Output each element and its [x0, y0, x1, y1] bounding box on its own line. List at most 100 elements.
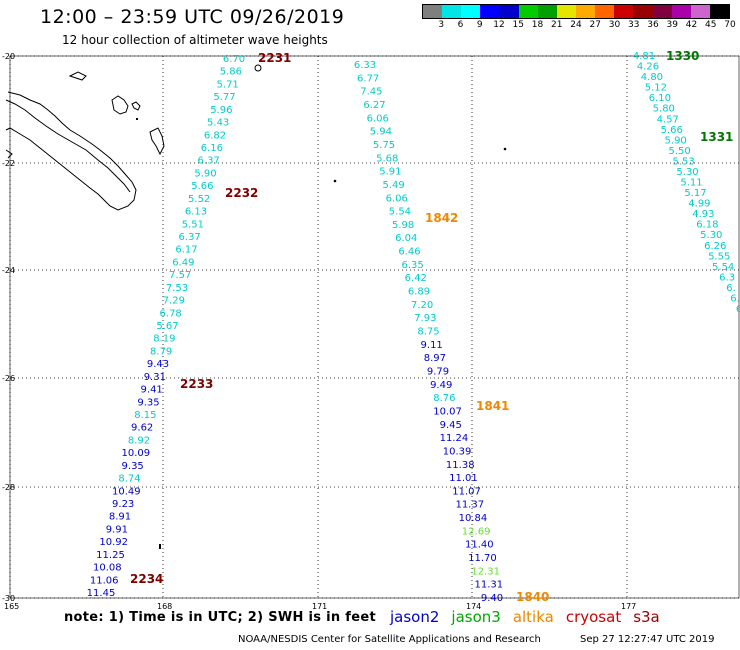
- scale-swatch: [537, 5, 557, 18]
- wave-height-value: 6.3: [719, 272, 735, 283]
- map-grid: [9, 55, 740, 599]
- scale-label: 30: [608, 20, 621, 30]
- wave-height-value: 5.98: [392, 220, 414, 231]
- scale-swatch: [499, 5, 519, 18]
- wave-height-value: 5.51: [182, 219, 204, 230]
- wave-height-value: 8.74: [118, 474, 140, 485]
- wave-height-value: 5.30: [700, 230, 722, 241]
- wave-height-value: 9.11: [421, 340, 443, 351]
- wave-height-value: 6.46: [398, 247, 420, 258]
- pass-time-label: 1330: [666, 49, 699, 63]
- coastline: [5, 64, 262, 211]
- scale-label: 42: [685, 20, 698, 30]
- wave-height-value: 4.81: [633, 51, 655, 62]
- wave-height-value: 6.: [726, 283, 736, 294]
- wave-height-value: 7.93: [414, 313, 436, 324]
- wave-height-value: 10.84: [459, 513, 488, 524]
- wave-height-value: 5.75: [373, 140, 395, 151]
- scale-swatch: [556, 5, 576, 18]
- wave-height-value: 6.17: [175, 245, 197, 256]
- wave-height-value: 8.19: [153, 334, 175, 345]
- scale-label: 9: [476, 20, 483, 30]
- wave-height-value: 12.69: [462, 526, 491, 537]
- wave-height-value: 11.25: [96, 550, 125, 561]
- wave-height-value: 6: [736, 304, 740, 315]
- wave-height-value: 5.11: [680, 178, 702, 189]
- wave-height-value: 11.38: [446, 460, 475, 471]
- wave-height-value: 5.91: [379, 167, 401, 178]
- wave-height-value: 9.23: [112, 499, 134, 510]
- pass-time-label: 1841: [476, 399, 509, 413]
- footer-credit: NOAA/NESDIS Center for Satellite Applica…: [238, 634, 541, 645]
- wave-height-value: 6.78: [160, 308, 182, 319]
- note-text: note: 1) Time is in UTC; 2) SWH is in fe…: [64, 610, 376, 625]
- wave-height-value: 9.62: [131, 423, 153, 434]
- wave-height-value: 6.33: [354, 60, 376, 71]
- wave-height-value: 11.37: [455, 500, 484, 511]
- wave-height-value: 6.26: [704, 241, 726, 252]
- wave-height-value: 8.91: [109, 512, 131, 523]
- wave-height-value: 8.92: [128, 435, 150, 446]
- wave-height-value: 6.: [730, 293, 740, 304]
- lon-label: 177: [621, 602, 636, 611]
- pass-time-label: 2234: [130, 572, 163, 586]
- wave-height-value: 5.49: [382, 180, 404, 191]
- wave-height-value: 7.20: [411, 300, 433, 311]
- map-title: 12:00 – 23:59 UTC 09/26/2019: [40, 6, 345, 28]
- scale-swatch: [461, 5, 481, 18]
- scale-swatch: [709, 5, 729, 18]
- pass-time-label: 2231: [258, 51, 291, 65]
- wave-height-value: 5.77: [213, 92, 235, 103]
- scale-swatch: [442, 5, 462, 18]
- scale-label: 12: [493, 20, 505, 30]
- wave-height-value: 10.09: [122, 448, 151, 459]
- pass-time-label: 1331: [700, 130, 733, 144]
- scale-label: 15: [512, 20, 524, 30]
- wave-height-value: 9.31: [144, 372, 166, 383]
- scale-label: 18: [531, 20, 544, 30]
- wave-height-value: 6.13: [185, 207, 207, 218]
- wave-height-value: 5.12: [645, 83, 667, 94]
- wave-height-value: 5.90: [194, 168, 216, 179]
- satellite-tracks: 6.705.865.715.775.965.436.826.166.375.90…: [87, 49, 740, 604]
- wave-height-value: 6.49: [172, 257, 194, 268]
- wave-height-value: 5.43: [207, 118, 229, 129]
- wave-height-value: 10.07: [433, 406, 462, 417]
- wave-height-value: 5.17: [684, 188, 706, 199]
- wave-height-value: 9.40: [481, 593, 503, 604]
- lat-label: -28: [2, 483, 15, 492]
- wave-height-value: 5.80: [653, 104, 675, 115]
- wave-height-value: 11.70: [468, 553, 497, 564]
- wave-height-value: 5.90: [665, 135, 687, 146]
- wave-height-value: 11.31: [475, 580, 504, 591]
- lon-label: 165: [4, 602, 19, 611]
- wave-height-value: 5.53: [672, 156, 694, 167]
- wave-height-value: 6.37: [179, 232, 201, 243]
- wave-height-value: 7.53: [166, 283, 188, 294]
- wave-height-value: 7.29: [163, 296, 185, 307]
- lon-label: 168: [157, 602, 172, 611]
- legend-altika: altika: [512, 608, 554, 626]
- lat-label: -26: [2, 374, 15, 383]
- wave-height-value: 8.15: [134, 410, 156, 421]
- scale-label: 70: [724, 20, 736, 30]
- wave-height-value: 9.91: [106, 524, 128, 535]
- scale-label: 33: [628, 20, 640, 30]
- scale-swatch: [690, 5, 710, 18]
- lat-label: -20: [2, 52, 15, 61]
- wave-height-value: 6.16: [201, 143, 223, 154]
- wave-height-value: 5.66: [661, 125, 683, 136]
- scale-label: 6: [457, 20, 464, 30]
- wave-height-value: 5.50: [668, 146, 690, 157]
- scale-swatch: [576, 5, 596, 18]
- wave-height-value: 11.06: [90, 575, 119, 586]
- satellite-legend: jason2 jason3 altika cryosat s3a: [390, 608, 672, 626]
- wave-height-value: 11.40: [465, 540, 494, 551]
- wave-height-value: 6.06: [386, 193, 408, 204]
- scale-label: 36: [647, 20, 659, 30]
- wave-height-value: 11.01: [449, 473, 478, 484]
- wave-height-value: 5.66: [191, 181, 213, 192]
- wave-height-value: 10.49: [112, 486, 141, 497]
